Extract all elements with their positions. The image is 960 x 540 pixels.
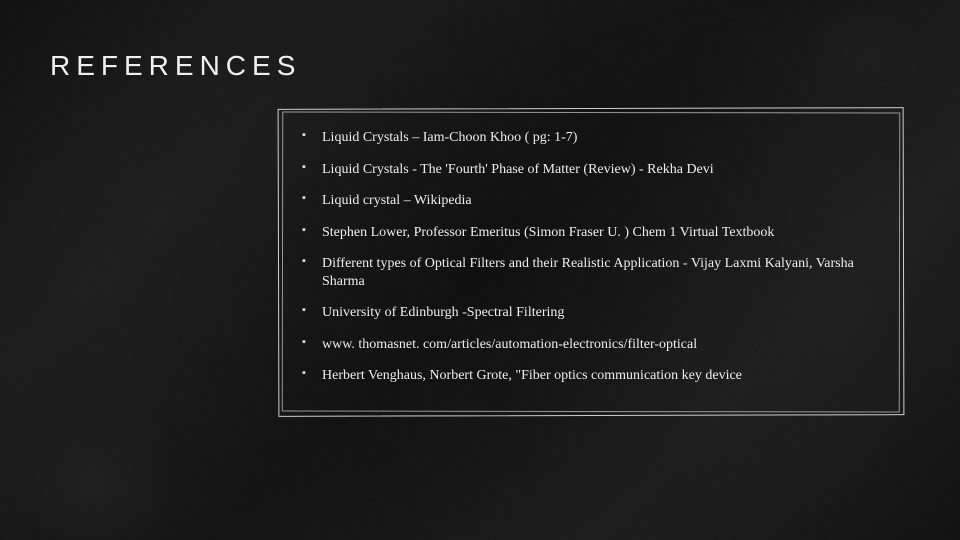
reference-text: Liquid Crystals - The 'Fourth' Phase of … (322, 162, 714, 177)
list-item: www. thomasnet. com/articles/automation-… (298, 329, 882, 361)
references-box: Liquid Crystals – Iam-Choon Khoo ( pg: 1… (280, 110, 900, 410)
list-item: Different types of Optical Filters and t… (298, 248, 882, 297)
reference-text: Liquid Crystals – Iam-Choon Khoo ( pg: 1… (322, 130, 577, 145)
references-list: Liquid Crystals – Iam-Choon Khoo ( pg: 1… (298, 122, 882, 392)
list-item: Liquid Crystals – Iam-Choon Khoo ( pg: 1… (298, 122, 882, 154)
page-title: REFERENCES (50, 50, 910, 82)
list-item: Liquid crystal – Wikipedia (298, 185, 882, 217)
reference-text: Liquid crystal – Wikipedia (322, 193, 472, 208)
reference-text: Herbert Venghaus, Norbert Grote, "Fiber … (322, 368, 742, 383)
list-item: Liquid Crystals - The 'Fourth' Phase of … (298, 154, 882, 186)
reference-text: www. thomasnet. com/articles/automation-… (322, 337, 697, 352)
list-item: Herbert Venghaus, Norbert Grote, "Fiber … (298, 360, 882, 392)
reference-text: Stephen Lower, Professor Emeritus (Simon… (322, 225, 774, 240)
reference-text: University of Edinburgh -Spectral Filter… (322, 305, 564, 320)
list-item: University of Edinburgh -Spectral Filter… (298, 297, 882, 329)
list-item: Stephen Lower, Professor Emeritus (Simon… (298, 217, 882, 249)
reference-text: Different types of Optical Filters and t… (322, 256, 854, 289)
slide: REFERENCES Liquid Crystals – Iam-Choon K… (0, 0, 960, 540)
